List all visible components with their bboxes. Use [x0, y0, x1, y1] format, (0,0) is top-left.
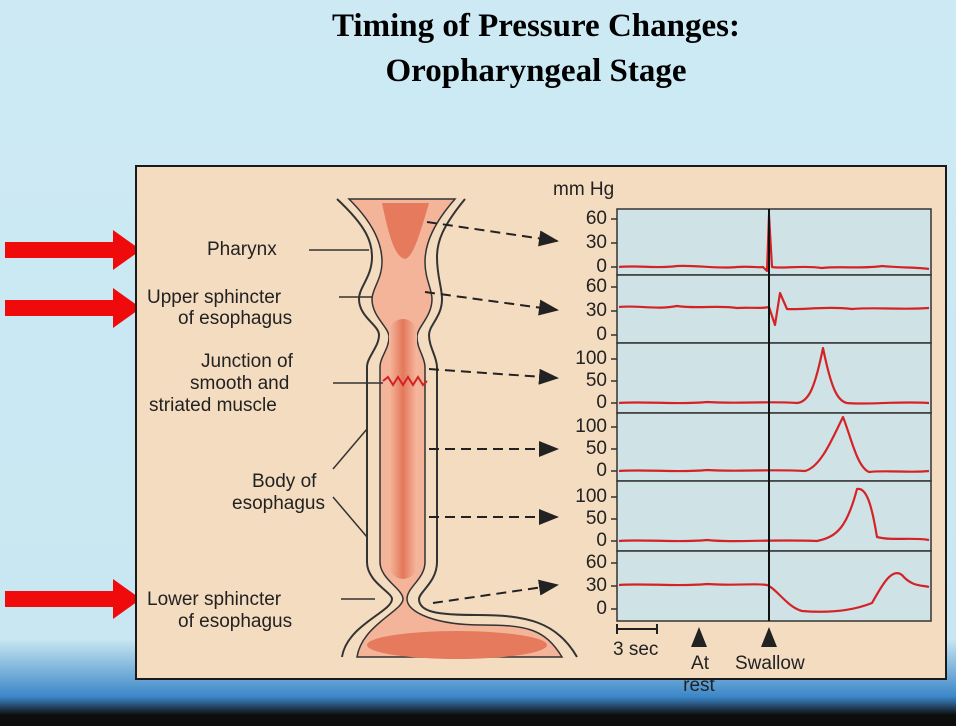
trace-panels: [616, 208, 932, 622]
tick-label: 0: [596, 256, 607, 277]
tick-label: 60: [585, 552, 607, 573]
tick-label: 30: [585, 300, 607, 321]
at-rest-label-2: rest: [683, 675, 715, 696]
trace-lower-body: [618, 487, 930, 543]
label-upper-sphincter-1: Upper sphincter: [147, 287, 282, 308]
tick-label: 50: [585, 438, 607, 459]
label-junction-2: smooth and: [190, 373, 290, 394]
label-upper-sphincter-2: of esophagus: [178, 308, 293, 329]
tick-label: 30: [585, 575, 607, 596]
tick-label: 0: [596, 530, 607, 551]
time-scale-label: 3 sec: [613, 639, 659, 660]
title-line-2: Oropharyngeal Stage: [385, 53, 687, 89]
time-axis: [616, 624, 777, 647]
figure-graphics: [309, 198, 932, 659]
esophagus-figure: Pharynx Upper sphincter of esophagus Jun…: [135, 165, 947, 680]
label-junction-1: Junction of: [201, 351, 293, 372]
tick-label: 0: [596, 598, 607, 619]
tick-label: 50: [585, 508, 607, 529]
tick-label: 0: [596, 392, 607, 413]
label-lower-sphincter-2: of esophagus: [178, 611, 293, 632]
swallow-label: Swallow: [735, 653, 805, 674]
esophagus-tissue: [367, 203, 547, 659]
tick-label: 50: [585, 370, 607, 391]
tick-label: 60: [585, 208, 607, 229]
red-arrow-upper-sphincter: [5, 288, 141, 328]
tick-label: 30: [585, 232, 607, 253]
label-body-1: Body of: [252, 471, 317, 492]
tick-label: 100: [575, 416, 607, 437]
slide-title: Timing of Pressure Changes: Oropharyngea…: [0, 4, 956, 94]
trace-upper-sphincter: [618, 291, 930, 327]
tick-label: 100: [575, 348, 607, 369]
title-line-1: Timing of Pressure Changes:: [332, 8, 740, 44]
esophagus-outer-wall: [336, 198, 578, 658]
tick-label: 0: [596, 460, 607, 481]
trace-body: [618, 415, 930, 474]
at-rest-label-1: At: [691, 653, 709, 674]
axis-tick-marks: [611, 218, 617, 610]
label-leader-lines: [309, 249, 383, 600]
tick-label: 0: [596, 324, 607, 345]
dashed-pointer-arrows: [424, 221, 559, 604]
label-junction-3: striated muscle: [149, 395, 277, 416]
pressure-unit-label: mm Hg: [553, 179, 615, 200]
tick-label: 100: [575, 486, 607, 507]
muscle-junction-zigzag: [382, 375, 428, 387]
trace-lower-sphincter: [618, 572, 930, 613]
label-lower-sphincter-1: Lower sphincter: [147, 589, 282, 610]
label-pharynx: Pharynx: [207, 239, 277, 260]
tick-label: 60: [585, 276, 607, 297]
red-arrow-lower-sphincter: [5, 579, 141, 619]
label-body-2: esophagus: [232, 493, 325, 514]
red-arrow-pharynx: [5, 230, 141, 270]
trace-junction: [618, 346, 930, 405]
